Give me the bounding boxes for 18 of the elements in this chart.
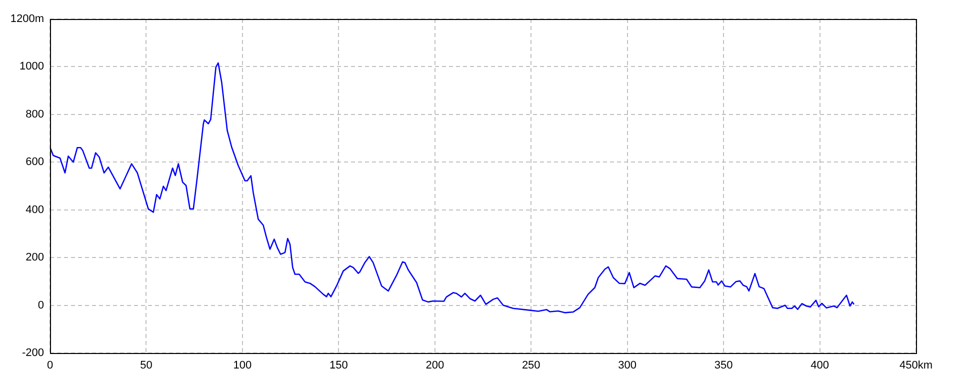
x-tick-label: 300: [618, 360, 637, 372]
x-tick-label: 0: [46, 360, 54, 372]
y-tick-label: 1000: [20, 60, 44, 73]
x-tick-label: 400: [810, 360, 829, 372]
x-tick-label: 50: [140, 360, 152, 372]
y-tick-label: -200: [22, 347, 44, 360]
y-tick-label: 0: [38, 299, 44, 312]
y-tick-label: 600: [26, 156, 44, 168]
y-tick-label: 1200m: [10, 13, 44, 26]
y-tick-label: 400: [26, 204, 44, 216]
x-tick-label: 200: [426, 360, 444, 372]
y-tick-label: 200: [26, 252, 44, 264]
x-tick-label: 150: [329, 360, 348, 372]
x-tick-label: 450km: [899, 360, 933, 372]
x-tick-label: 100: [233, 360, 252, 372]
x-tick-label: 350: [714, 360, 733, 372]
y-tick-label: 800: [26, 108, 44, 120]
x-tick-label: 250: [522, 360, 540, 372]
